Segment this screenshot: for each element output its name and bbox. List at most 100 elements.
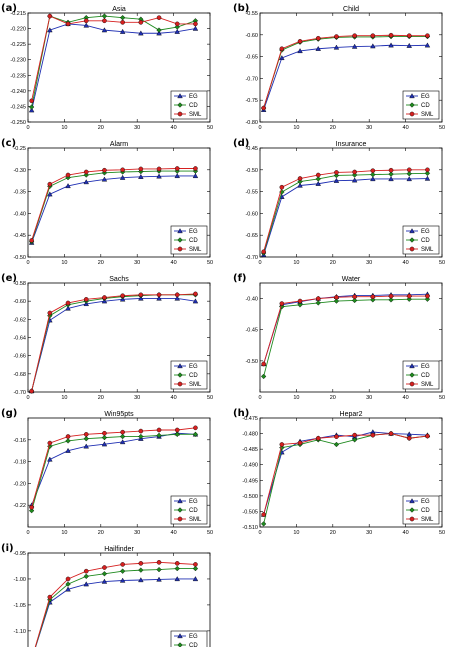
- y-tick-label: -0.240: [10, 89, 26, 95]
- data-point: [65, 438, 71, 444]
- data-point: [83, 179, 89, 185]
- legend: EG CD SML: [170, 90, 208, 120]
- data-point: [334, 295, 339, 300]
- legend: EG CD SML: [402, 495, 440, 525]
- legend: EG CD SML: [402, 360, 440, 390]
- legend: EG CD SML: [170, 225, 208, 255]
- data-point: [279, 46, 285, 52]
- series-line: [263, 433, 428, 515]
- data-point: [279, 184, 285, 190]
- series-line: [34, 561, 196, 647]
- data-point: [279, 442, 285, 447]
- plot-frame: [259, 417, 443, 528]
- y-tick-label: -1.05: [13, 603, 26, 609]
- chart-panel: (h) Hepar2 0 10 20 30 40 50 -0.510 -0.505 -0.500 -0…: [233, 408, 445, 536]
- data-point: [29, 98, 34, 104]
- x-tick-label: 50: [207, 395, 213, 401]
- data-point: [138, 20, 144, 25]
- data-point: [65, 21, 71, 27]
- data-point: [370, 432, 376, 438]
- data-point: [315, 300, 321, 306]
- x-tick-label: 40: [171, 125, 177, 131]
- data-point: [297, 302, 303, 308]
- series-sml: [29, 13, 198, 104]
- legend-label: CD: [421, 238, 430, 244]
- x-tick-label: 20: [98, 260, 104, 266]
- data-point: [156, 173, 162, 179]
- series-line: [263, 44, 428, 110]
- y-tick-label: -0.250: [10, 120, 26, 126]
- y-tick-label: -0.495: [242, 478, 258, 484]
- data-point: [174, 295, 180, 301]
- data-point: [156, 576, 162, 582]
- x-tick-label: 40: [403, 395, 409, 401]
- plot-frame: [259, 282, 443, 393]
- y-tick-label: -0.485: [242, 447, 258, 453]
- data-point: [156, 295, 162, 301]
- data-point: [261, 512, 266, 517]
- data-point: [156, 566, 162, 573]
- series-cd: [34, 565, 199, 647]
- y-tick-label: -0.70: [245, 76, 258, 82]
- data-point: [388, 431, 394, 436]
- data-point: [388, 297, 394, 303]
- legend-label: EG: [189, 94, 198, 100]
- y-tick-label: -0.45: [13, 233, 26, 239]
- x-tick-label: 0: [26, 260, 29, 266]
- data-point: [334, 34, 339, 39]
- data-point: [388, 293, 394, 299]
- data-point: [156, 560, 162, 565]
- y-tick-label: -0.55: [245, 11, 258, 17]
- data-point: [120, 167, 125, 173]
- chart-panel: (f) Water 0 10 20 30 40 50 -0.50 -0.45 -0.40 EG CD SM…: [233, 273, 445, 401]
- legend-marker: [177, 246, 183, 252]
- x-tick-label: 10: [61, 395, 67, 401]
- chart-title: Asia: [112, 6, 126, 13]
- series-line: [31, 168, 196, 241]
- legend-marker: [409, 102, 415, 108]
- y-tick-label: -0.60: [245, 211, 258, 217]
- data-point: [47, 310, 53, 316]
- data-point: [424, 170, 431, 176]
- data-point: [120, 429, 125, 435]
- data-point: [174, 431, 180, 438]
- data-point: [425, 293, 430, 299]
- panel-letter: (c): [1, 138, 16, 149]
- data-point: [83, 22, 89, 28]
- series-eg: [260, 42, 431, 112]
- data-point: [315, 180, 321, 186]
- data-point: [138, 433, 144, 440]
- data-point: [388, 176, 394, 182]
- y-tick-label: -0.235: [10, 73, 26, 79]
- data-point: [65, 300, 71, 306]
- series-line: [263, 298, 428, 377]
- data-point: [83, 297, 89, 302]
- data-point: [101, 27, 108, 33]
- x-tick-label: 50: [439, 260, 445, 266]
- series-eg: [260, 175, 431, 257]
- x-tick-label: 20: [98, 530, 104, 536]
- legend: EG CD SML: [170, 360, 208, 390]
- y-tick-label: -0.68: [13, 372, 26, 378]
- legend: EG CD SML: [402, 225, 440, 255]
- data-point: [65, 183, 71, 189]
- data-point: [138, 577, 144, 583]
- legend-marker: [409, 363, 415, 369]
- series-line: [263, 34, 428, 109]
- x-tick-label: 30: [366, 260, 372, 266]
- y-tick-label: -0.50: [245, 359, 258, 365]
- legend-label: SML: [421, 517, 434, 523]
- data-point: [102, 167, 107, 173]
- data-point: [119, 577, 126, 583]
- data-point: [47, 594, 53, 600]
- x-tick-label: 40: [403, 530, 409, 536]
- data-point: [315, 435, 321, 441]
- series-line: [31, 293, 196, 392]
- series-line: [31, 170, 196, 242]
- chart-title: Alarm: [110, 141, 128, 148]
- series-sml: [29, 291, 198, 394]
- data-point: [65, 305, 71, 311]
- x-tick-label: 30: [134, 260, 140, 266]
- legend-label: EG: [421, 364, 430, 370]
- plot-frame: [27, 552, 211, 647]
